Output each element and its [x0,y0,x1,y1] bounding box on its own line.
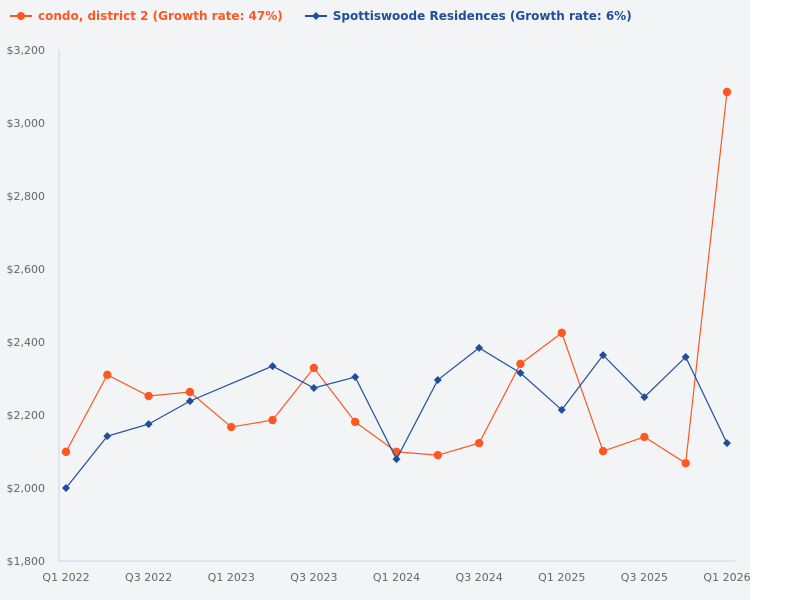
legend-item-spottiswoode[interactable]: Spottiswoode Residences (Growth rate: 6%… [304,9,632,23]
data-point [351,373,360,382]
y-tick-label: $2,200 [7,409,46,422]
y-tick-label: $3,200 [7,44,46,57]
y-tick-label: $2,600 [7,263,46,276]
data-point [103,432,112,441]
x-tick-label: Q1 2022 [42,571,89,584]
legend-item-condo[interactable]: condo, district 2 (Growth rate: 47%) [10,9,283,23]
data-point [681,352,690,361]
data-point [640,432,649,442]
y-tick-label: $1,800 [7,555,46,568]
legend: condo, district 2 (Growth rate: 47%) Spo… [10,9,632,23]
y-tick-label: $2,400 [7,336,46,349]
data-point [516,369,525,378]
x-tick-label: Q3 2022 [125,571,172,584]
data-point [268,362,277,371]
y-tick-label: $2,800 [7,190,46,203]
data-point [309,363,319,373]
data-point [103,370,112,380]
data-point [309,383,318,392]
x-tick-label: Q1 2026 [703,571,750,584]
data-point [598,446,608,456]
y-tick-label: $2,000 [7,482,46,495]
data-point [433,375,442,384]
legend-label: condo, district 2 (Growth rate: 47%) [38,9,283,23]
data-point [722,87,732,97]
x-tick-label: Q1 2024 [373,571,420,584]
data-point [723,439,731,448]
chart-background [0,0,750,600]
data-point [640,393,649,402]
x-tick-label: Q1 2023 [208,571,255,584]
x-tick-label: Q3 2024 [456,571,503,584]
data-point [681,458,690,468]
x-tick-label: Q3 2023 [290,571,337,584]
data-point [61,447,71,457]
data-point [516,359,525,369]
data-point [144,391,153,401]
data-point [227,422,236,432]
data-point [474,438,484,448]
data-point [185,397,194,406]
data-point [144,420,153,429]
data-point [599,351,608,360]
data-point [433,450,443,460]
x-tick-label: Q1 2025 [538,571,585,584]
series-line-0 [65,91,728,465]
diamond-marker-icon [304,12,327,20]
data-point [475,343,484,352]
data-point [62,484,70,492]
data-point [557,405,566,414]
data-point [557,328,566,338]
data-point [350,417,360,427]
circle-marker-icon [10,12,32,20]
y-tick-label: $3,000 [7,117,46,130]
data-point [392,455,401,464]
series-line-1 [65,347,728,489]
data-point [268,415,277,425]
data-point [185,387,195,397]
x-tick-label: Q3 2025 [621,571,668,584]
legend-label: Spottiswoode Residences (Growth rate: 6%… [332,9,632,23]
